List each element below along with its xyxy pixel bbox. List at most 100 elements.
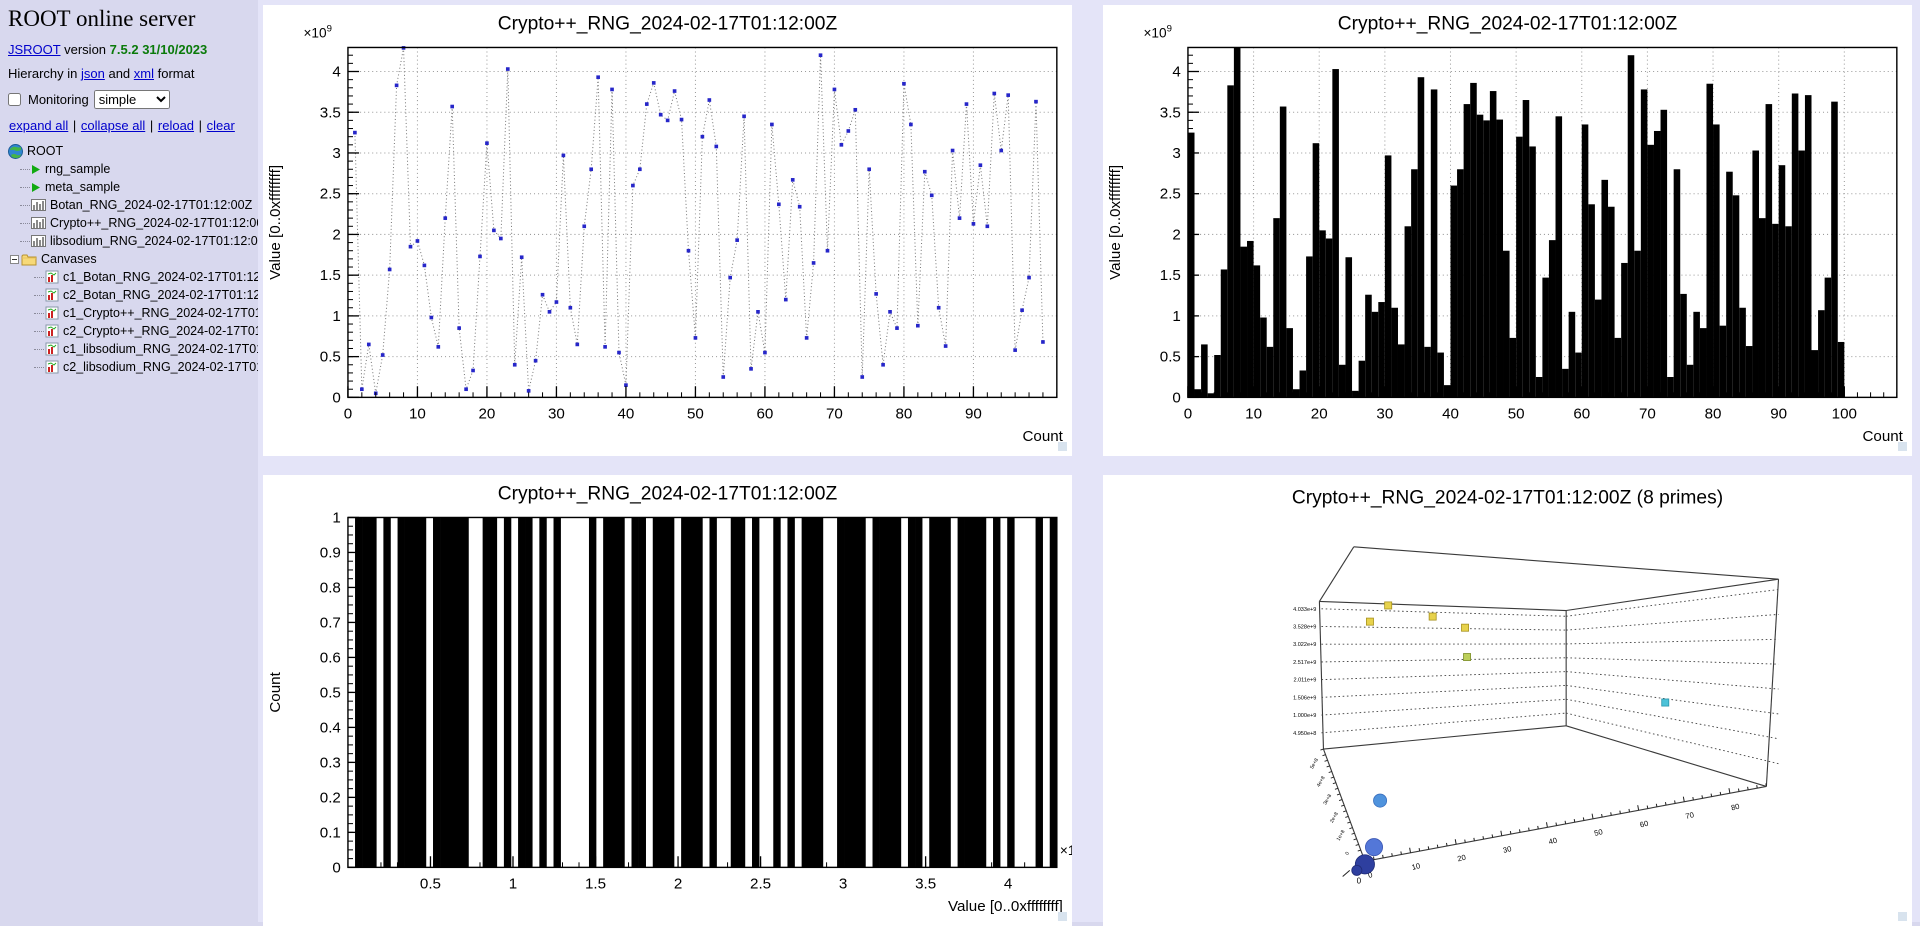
svg-text:5e+8: 5e+8 [1309, 757, 1320, 770]
panel-corner-marker [1058, 442, 1067, 451]
svg-text:0.5: 0.5 [420, 876, 441, 893]
tree-item-c2-crypto-rng-2024-02-17t01-12-00z[interactable]: c2_Crypto++_RNG_2024-02-17T01:12:00Z [8, 322, 258, 340]
svg-text:2: 2 [674, 876, 682, 893]
canvas-icon [45, 288, 59, 302]
svg-text:0.5: 0.5 [320, 684, 341, 701]
histogram-icon [31, 199, 46, 211]
canvas-icon [45, 360, 59, 374]
clear-link[interactable]: clear [207, 118, 235, 133]
canvas-icon [45, 270, 59, 284]
tree-item-label: c1_Botan_RNG_2024-02-17T01:12:00Z [63, 270, 258, 284]
svg-text:3.5: 3.5 [320, 104, 341, 121]
svg-text:0.9: 0.9 [320, 545, 341, 562]
svg-text:1.000e+9: 1.000e+9 [1293, 713, 1316, 719]
panel-corner-marker [1898, 912, 1907, 921]
monitoring-select[interactable]: simple [94, 90, 170, 109]
svg-text:2.517e+9: 2.517e+9 [1293, 660, 1316, 666]
svg-text:4e+8: 4e+8 [1316, 775, 1327, 788]
tree-item-label: c1_libsodium_RNG_2024-02-17T01:12:00Z [63, 342, 258, 356]
tree-item-label: Crypto++_RNG_2024-02-17T01:12:00Z [50, 216, 258, 230]
tree-item-c2-botan-rng-2024-02-17t01-12-00z[interactable]: c2_Botan_RNG_2024-02-17T01:12:00Z [8, 286, 258, 304]
svg-text:20: 20 [1311, 406, 1328, 423]
svg-text:0: 0 [332, 389, 340, 406]
tree-item-label: c1_Crypto++_RNG_2024-02-17T01:12:00Z [63, 306, 258, 320]
monitoring-checkbox[interactable] [8, 93, 21, 106]
tree-item-c1-botan-rng-2024-02-17t01-12-00z[interactable]: c1_Botan_RNG_2024-02-17T01:12:00Z [8, 268, 258, 286]
json-link[interactable]: json [81, 66, 105, 81]
svg-text:3.5: 3.5 [915, 876, 936, 893]
svg-text:50: 50 [687, 406, 704, 423]
play-icon [31, 164, 41, 175]
expand-all-link[interactable]: expand all [9, 118, 68, 133]
tree-item-root[interactable]: ROOT [8, 142, 258, 160]
tree-item-botan-rng-2024-02-17t01-12-00z[interactable]: Botan_RNG_2024-02-17T01:12:00Z [8, 196, 258, 214]
svg-text:3e+8: 3e+8 [1322, 793, 1333, 806]
histogram-icon [31, 235, 46, 247]
svg-text:60: 60 [757, 406, 774, 423]
svg-text:1.5: 1.5 [585, 876, 606, 893]
svg-text:2.5: 2.5 [1160, 186, 1181, 203]
monitoring-label: Monitoring [28, 92, 89, 107]
svg-text:80: 80 [1705, 406, 1722, 423]
tree-item-label: c2_Crypto++_RNG_2024-02-17T01:12:00Z [63, 324, 258, 338]
svg-text:20: 20 [1456, 853, 1466, 864]
app-title: ROOT online server [8, 6, 258, 32]
svg-text:0.5: 0.5 [320, 349, 341, 366]
svg-text:50: 50 [1508, 406, 1525, 423]
svg-text:0: 0 [344, 406, 352, 423]
svg-text:4: 4 [1004, 876, 1012, 893]
svg-text:0.8: 0.8 [320, 580, 341, 597]
tree-item-c1-libsodium-rng-2024-02-17t01-12-00z[interactable]: c1_libsodium_RNG_2024-02-17T01:12:00Z [8, 340, 258, 358]
svg-text:40: 40 [1548, 836, 1558, 847]
svg-text:70: 70 [1684, 810, 1694, 821]
tree-item-libsodium-rng-2024-02-17t01-12-00z[interactable]: libsodium_RNG_2024-02-17T01:12:00Z [8, 232, 258, 250]
tree-item-label: c2_libsodium_RNG_2024-02-17T01:12:00Z [63, 360, 258, 374]
scatter3d-plot-canvas[interactable]: 4.033e+93.528e+93.022e+92.517e+92.011e+9… [1103, 475, 1912, 926]
x-axis-title: Value [0..0xffffffff] [948, 898, 1063, 915]
reload-link[interactable]: reload [158, 118, 194, 133]
y-axis-title: Value [0..0xffffffff] [1107, 165, 1124, 280]
collapse-expander-icon[interactable] [10, 255, 19, 264]
hierarchy-and: and [108, 66, 130, 81]
svg-text:0.2: 0.2 [320, 789, 341, 806]
tree-item-crypto-rng-2024-02-17t01-12-00z[interactable]: Crypto++_RNG_2024-02-17T01:12:00Z [8, 214, 258, 232]
svg-text:30: 30 [1376, 406, 1393, 423]
tree-item-meta-sample[interactable]: meta_sample [8, 178, 258, 196]
tree-item-rng-sample[interactable]: rng_sample [8, 160, 258, 178]
jsroot-link[interactable]: JSROOT [8, 42, 61, 57]
tree-item-c1-crypto-rng-2024-02-17t01-12-00z[interactable]: c1_Crypto++_RNG_2024-02-17T01:12:00Z [8, 304, 258, 322]
collapse-all-link[interactable]: collapse all [81, 118, 145, 133]
svg-text:70: 70 [826, 406, 843, 423]
tree-item-canvases[interactable]: Canvases [8, 250, 258, 268]
globe-icon [8, 144, 23, 159]
xml-link[interactable]: xml [134, 66, 154, 81]
svg-text:0.5: 0.5 [1160, 349, 1181, 366]
svg-text:4.033e+9: 4.033e+9 [1293, 607, 1316, 613]
hierarchy-suffix: format [158, 66, 195, 81]
tree-item-label: ROOT [27, 144, 63, 158]
chart-title: Crypto++_RNG_2024-02-17T01:12:00Z [498, 483, 838, 504]
monitoring-row: Monitoring simple [8, 90, 258, 109]
tree-item-label: Botan_RNG_2024-02-17T01:12:00Z [50, 198, 252, 212]
svg-text:2.5: 2.5 [320, 186, 341, 203]
tree-item-label: Canvases [41, 252, 97, 266]
svg-text:2: 2 [1172, 226, 1180, 243]
tree-connector [20, 187, 30, 188]
tree-item-c2-libsodium-rng-2024-02-17t01-12-00z[interactable]: c2_libsodium_RNG_2024-02-17T01:12:00Z [8, 358, 258, 376]
y-axis-title: Count [267, 671, 284, 712]
svg-text:10: 10 [1245, 406, 1262, 423]
svg-text:1: 1 [332, 510, 340, 527]
svg-text:0.4: 0.4 [320, 719, 341, 736]
svg-text:10: 10 [409, 406, 426, 423]
folder-icon [21, 253, 37, 266]
